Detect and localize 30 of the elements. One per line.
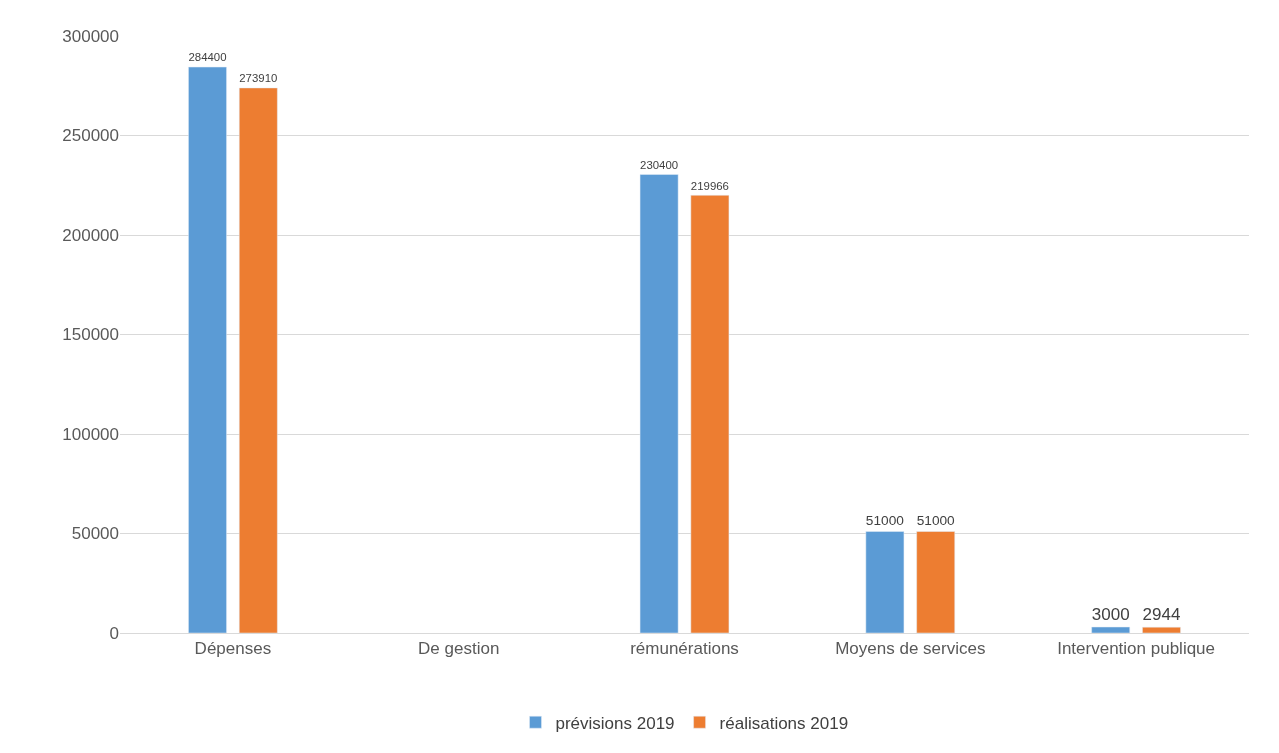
bar <box>1142 626 1181 633</box>
legend-label: réalisations 2019 <box>719 713 849 733</box>
y-tick-label: 0 <box>109 623 119 643</box>
x-tick-label: De gestion <box>418 639 500 659</box>
data-label: 2944 <box>1142 605 1181 625</box>
y-tick-label: 50000 <box>71 524 119 544</box>
y-tick-label: 200000 <box>62 225 119 245</box>
x-tick-label: rémunérations <box>630 639 739 659</box>
data-label: 273910 <box>239 72 278 85</box>
bar <box>865 531 905 633</box>
bar <box>639 174 679 633</box>
data-label: 230400 <box>640 158 679 171</box>
bar <box>916 531 955 633</box>
data-label: 51000 <box>916 513 956 529</box>
legend-label: prévisions 2019 <box>555 713 675 733</box>
x-tick-label: Moyens de services <box>835 639 986 659</box>
data-label: 219966 <box>690 179 729 192</box>
y-tick-label: 150000 <box>62 325 119 345</box>
bar <box>690 195 730 633</box>
data-label: 284400 <box>188 51 227 64</box>
bar <box>188 66 227 633</box>
y-tick-label: 300000 <box>62 26 119 46</box>
x-tick-label: Intervention publique <box>1057 639 1216 659</box>
bar <box>239 87 278 633</box>
y-tick-label: 100000 <box>62 424 119 444</box>
x-tick-label: Dépenses <box>194 639 272 659</box>
y-tick-label: 250000 <box>62 126 119 146</box>
data-label: 3000 <box>1091 605 1130 625</box>
data-label: 51000 <box>865 513 905 529</box>
bar <box>1091 626 1130 633</box>
